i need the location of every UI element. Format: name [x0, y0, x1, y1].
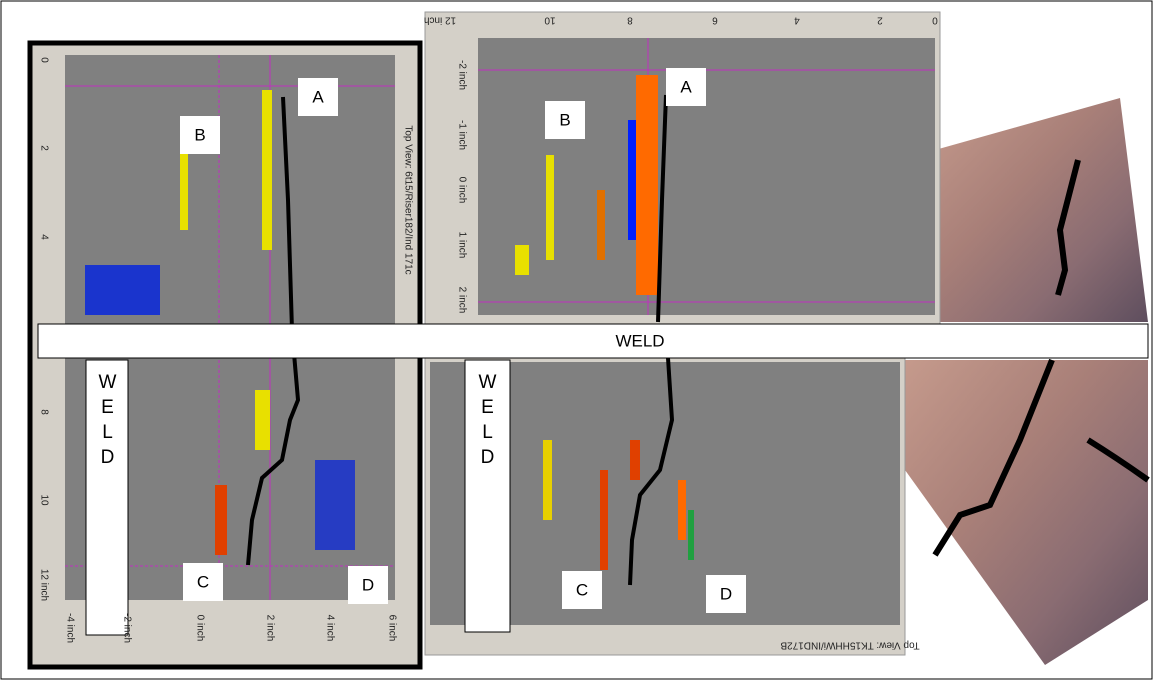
x-tick-label: 8 — [627, 14, 633, 25]
panel-title: Top View: 6t15/Riser182/Ind 171c — [402, 125, 413, 274]
marker-label: C — [197, 572, 209, 591]
indication — [630, 440, 640, 480]
indication — [628, 120, 636, 240]
indication — [262, 90, 272, 250]
marker-label: B — [559, 110, 570, 129]
y-tick-label: 0 inch — [456, 177, 467, 204]
figure: WELD WELD WELD Top View: 6t15/Riser182/I… — [0, 0, 1154, 681]
x-tick-label: 0 inch — [194, 615, 205, 642]
marker-label: D — [362, 575, 374, 594]
x-tick-label: 2 — [877, 14, 883, 25]
indication — [600, 470, 608, 570]
x-tick-label: 12 inch — [424, 14, 456, 25]
x-tick-label: 2 inch — [264, 615, 275, 642]
marker-label: C — [576, 580, 588, 599]
x-tick-label: 4 inch — [324, 615, 335, 642]
x-tick-label: -4 inch — [64, 613, 75, 643]
y-tick-label: 0 — [38, 57, 49, 63]
indication — [546, 155, 554, 260]
x-tick-label: 6 — [712, 14, 718, 25]
x-tick-label: 10 — [544, 14, 556, 25]
x-tick-label: -2 inch — [121, 613, 132, 643]
y-tick-label: -1 inch — [456, 120, 467, 150]
weld-banner — [38, 324, 1148, 358]
marker-label: B — [194, 125, 205, 144]
indication — [515, 245, 529, 275]
y-tick-label: 10 — [38, 494, 49, 506]
weld-vertical: WELD — [97, 372, 118, 472]
y-tick-label: 12 inch — [38, 569, 49, 601]
weld-label: WELD — [615, 331, 664, 350]
weld-vertical: WELD — [477, 372, 498, 472]
marker-label: D — [720, 584, 732, 603]
indication — [636, 75, 658, 295]
x-tick-label: 4 — [794, 14, 800, 25]
y-tick-label: -2 inch — [456, 60, 467, 90]
indication — [85, 265, 160, 315]
y-tick-label: 2 inch — [456, 287, 467, 314]
indication — [255, 390, 270, 450]
indication — [180, 150, 188, 230]
y-tick-label: 2 — [38, 145, 49, 151]
marker-label: A — [680, 77, 692, 96]
y-tick-label: 8 — [38, 409, 49, 415]
indication — [215, 485, 227, 555]
y-tick-label: 1 inch — [456, 232, 467, 259]
indication — [678, 480, 686, 540]
marker-label: A — [312, 87, 324, 106]
panel-title: Top View: TK15HHWi/IND172B — [780, 639, 919, 650]
x-tick-label: 0 — [932, 14, 938, 25]
indication — [688, 510, 694, 560]
indication — [543, 440, 552, 520]
x-tick-label: 6 inch — [386, 615, 397, 642]
y-tick-label: 4 — [38, 234, 49, 240]
indication — [597, 190, 605, 260]
indication — [315, 460, 355, 550]
